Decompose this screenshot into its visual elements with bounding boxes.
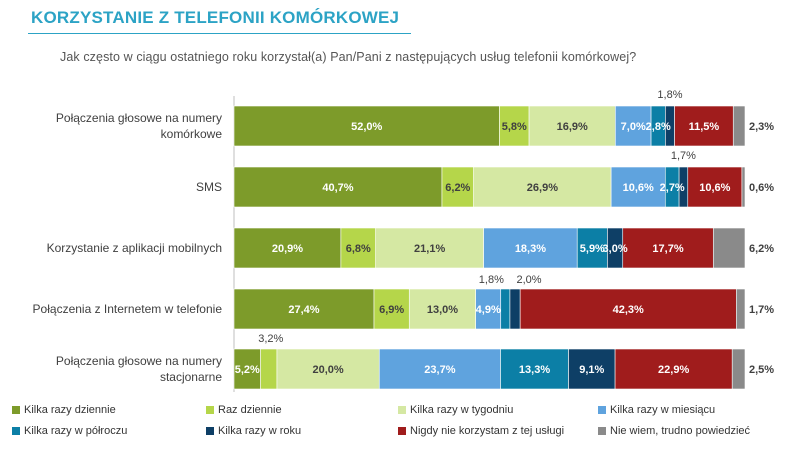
bar-segment — [732, 105, 746, 147]
data-label: 52,0% — [351, 121, 382, 133]
bar-segment — [741, 166, 746, 208]
data-label: 21,1% — [414, 243, 445, 255]
data-label: 17,7% — [652, 243, 683, 255]
data-label: 18,3% — [515, 243, 546, 255]
data-label: 2,3% — [749, 121, 774, 133]
bar-segment — [408, 288, 476, 330]
bar-segment — [568, 348, 616, 390]
data-label: 1,8% — [479, 274, 504, 286]
data-label: 26,9% — [527, 182, 558, 194]
bar-segment — [615, 105, 652, 147]
bar-segment — [576, 227, 608, 269]
bar-segment — [509, 288, 521, 330]
data-label: 6,2% — [749, 243, 774, 255]
bar-segment — [736, 288, 746, 330]
category-label: Połączenia głosowe na numery — [56, 111, 222, 125]
bar-segment — [712, 227, 746, 269]
bar-segment — [687, 166, 743, 208]
data-label: 2,8% — [646, 121, 671, 133]
data-label: 3,0% — [603, 243, 628, 255]
data-label: 2,5% — [749, 364, 774, 376]
bar-segment — [483, 227, 578, 269]
data-label: 1,7% — [671, 150, 696, 162]
data-label: 16,9% — [557, 121, 588, 133]
data-label: 1,7% — [749, 304, 774, 316]
bar-segment — [528, 105, 616, 147]
data-label: 13,0% — [427, 304, 458, 316]
data-label: 9,1% — [579, 364, 604, 376]
data-label: 6,2% — [445, 182, 470, 194]
category-label: Połączenia z Internetem w telefonie — [33, 302, 223, 316]
data-label: 20,9% — [272, 243, 303, 255]
bar-segment — [500, 348, 569, 390]
chart-title: KORZYSTANIE Z TELEFONII KOMÓRKOWEJ — [31, 8, 400, 27]
data-label: 10,6% — [699, 182, 730, 194]
bar-segment — [378, 348, 501, 390]
bar-segment — [375, 227, 484, 269]
data-label: 4,9% — [476, 304, 501, 316]
bar-segment — [233, 105, 500, 147]
title-underline — [28, 33, 411, 34]
chart-subtitle: Jak często w ciągu ostatniego roku korzy… — [60, 50, 637, 64]
bar-segment — [340, 227, 376, 269]
bar-segment — [233, 288, 375, 330]
data-label: 27,4% — [288, 304, 319, 316]
category-label: Korzystanie z aplikacji mobilnych — [47, 241, 222, 255]
data-label: 5,9% — [580, 243, 605, 255]
bar-segment — [276, 348, 380, 390]
bar-segment — [614, 348, 733, 390]
bar-segment — [500, 288, 511, 330]
data-label: 2,7% — [660, 182, 685, 194]
data-label: 7,0% — [621, 121, 646, 133]
category-label: stacjonarne — [160, 370, 222, 384]
data-label: 11,5% — [689, 121, 720, 133]
bar-segment — [674, 105, 734, 147]
data-label: 5,8% — [502, 121, 527, 133]
bar-segment — [260, 348, 278, 390]
data-label: 13,3% — [519, 364, 550, 376]
data-label: 20,0% — [313, 364, 344, 376]
bar-segment — [622, 227, 714, 269]
bar-segment — [731, 348, 746, 390]
bar-segment — [519, 288, 737, 330]
bar-segment — [233, 227, 342, 269]
data-label: 10,6% — [623, 182, 654, 194]
bar-segment — [610, 166, 666, 208]
category-label: Połączenia głosowe na numery — [56, 354, 222, 368]
data-label: 0,6% — [749, 182, 774, 194]
category-label: SMS — [196, 180, 222, 194]
bar-segment — [373, 288, 410, 330]
data-label: 6,9% — [379, 304, 404, 316]
data-label: 42,3% — [613, 304, 644, 316]
bar-segment — [233, 166, 443, 208]
data-label: 40,7% — [322, 182, 353, 194]
data-label: 3,2% — [258, 333, 283, 345]
data-label: 6,8% — [346, 243, 371, 255]
data-label: 2,0% — [517, 274, 542, 286]
data-label: 22,9% — [658, 364, 689, 376]
bar-segment — [233, 348, 261, 390]
data-label: 1,8% — [657, 89, 682, 101]
data-label: 5,2% — [235, 364, 260, 376]
data-label: 23,7% — [424, 364, 455, 376]
bar-segment — [473, 166, 612, 208]
category-label: komórkowe — [161, 127, 223, 141]
